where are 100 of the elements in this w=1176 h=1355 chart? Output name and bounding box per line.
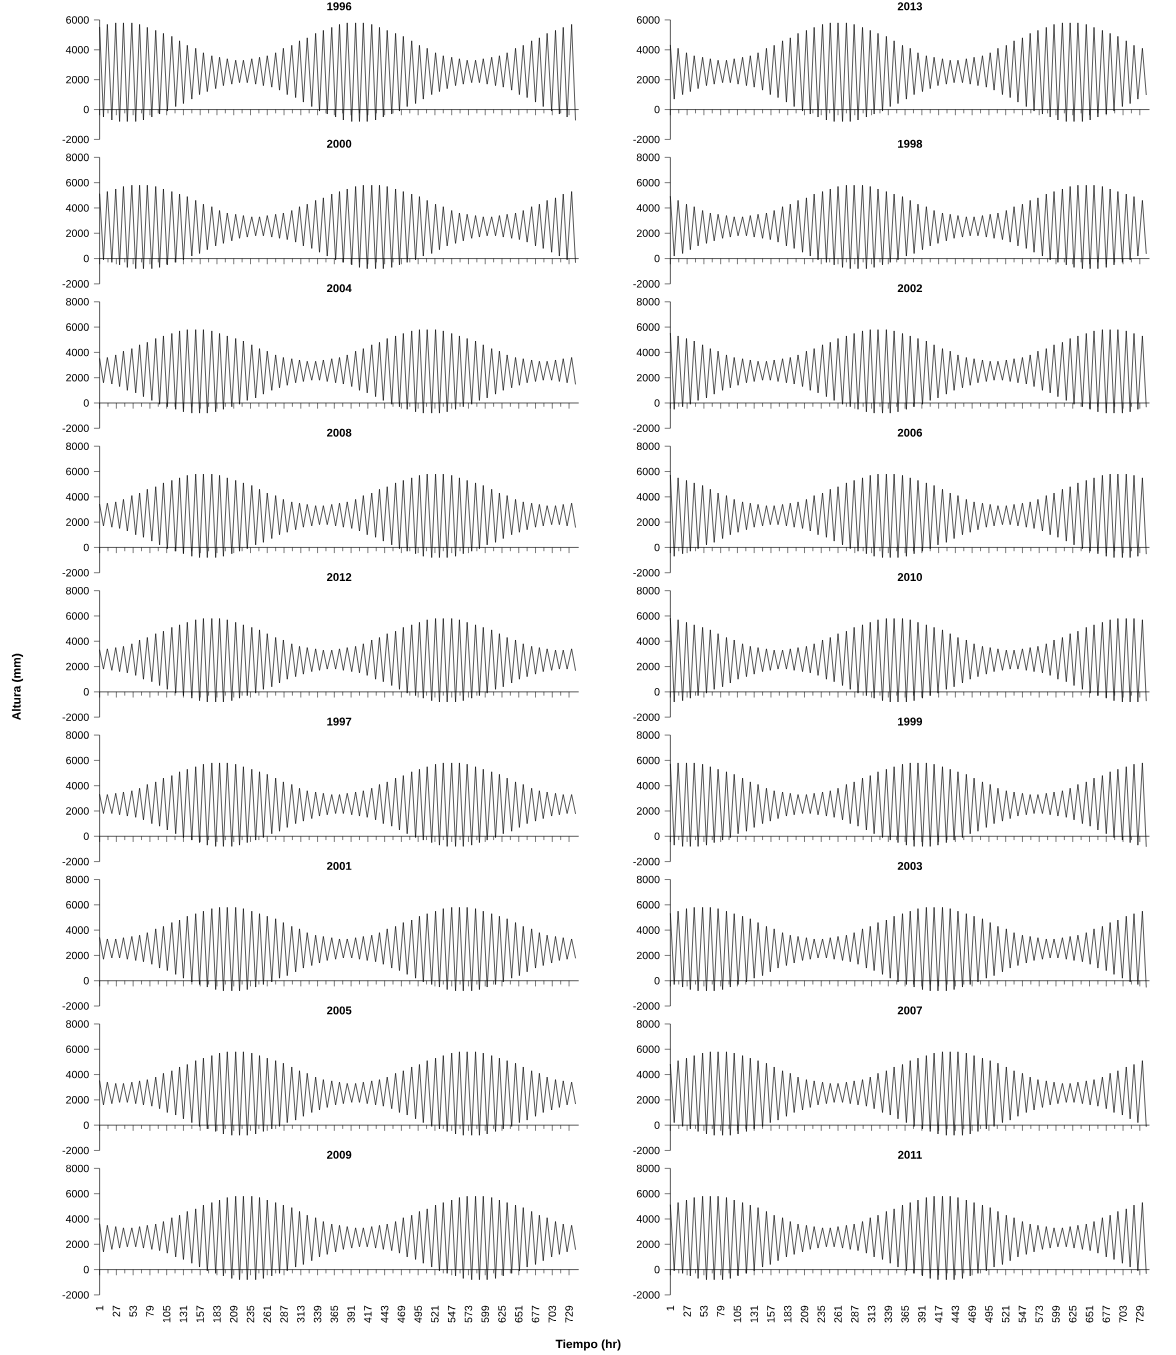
y-tick-label: 2000: [636, 1096, 660, 1104]
x-tick-label: 261: [834, 1305, 842, 1323]
chart-title: 2006: [897, 428, 922, 437]
chart-title: 2011: [897, 1150, 922, 1159]
x-tick-label: 599: [481, 1305, 489, 1323]
x-tick-label: 79: [716, 1305, 725, 1317]
chart-title: 2001: [326, 861, 352, 870]
x-tick-label: 547: [1018, 1305, 1026, 1323]
y-tick-label: 2000: [636, 807, 660, 815]
y-tick-label: 0: [654, 105, 660, 114]
x-tick-label: 521: [1001, 1305, 1010, 1323]
x-tick-label: 365: [330, 1305, 338, 1323]
y-tick-label: 6000: [65, 612, 89, 620]
x-tick-label: 157: [196, 1305, 204, 1323]
x-tick-label: 339: [884, 1305, 892, 1323]
y-tick-label: 4000: [65, 493, 89, 501]
x-tick-label: 235: [246, 1305, 255, 1323]
y-tick-label: 8000: [636, 1164, 660, 1173]
x-tick-label: 53: [699, 1305, 708, 1317]
chart-title: 1997: [327, 717, 352, 726]
y-tick-label: 8000: [636, 442, 660, 450]
x-tick-label: 573: [1035, 1305, 1043, 1323]
y-tick-label: 0: [83, 976, 89, 985]
y-tick-label: -2000: [62, 1002, 89, 1010]
y-tick-label: 2000: [65, 1096, 89, 1104]
x-tick-label: 703: [548, 1305, 556, 1323]
y-tick-label: -2000: [62, 713, 89, 721]
x-tick-label: 27: [112, 1305, 120, 1317]
y-tick-label: 4000: [636, 1070, 660, 1079]
y-tick-label: 0: [83, 254, 89, 263]
x-tick-label: 105: [733, 1305, 742, 1323]
x-tick-label: 469: [968, 1305, 976, 1323]
y-tick-label: 2000: [65, 1240, 89, 1249]
y-tick-label: 8000: [636, 731, 660, 739]
x-tick-label: 79: [145, 1305, 154, 1317]
y-tick-label: 2000: [65, 951, 89, 960]
chart-title: 2010: [897, 573, 922, 582]
y-tick-label: 6000: [636, 1189, 660, 1198]
y-tick-label: 4000: [65, 781, 89, 790]
y-tick-label: 2000: [65, 662, 89, 671]
y-tick-label: 2000: [65, 518, 89, 526]
y-tick-label: 6000: [636, 901, 660, 909]
y-tick-label: 4000: [65, 637, 89, 646]
y-tick-label: 0: [83, 1265, 89, 1274]
x-tick-label: 443: [951, 1305, 959, 1323]
y-tick-label: -2000: [633, 1002, 660, 1010]
x-tick-label: 313: [296, 1305, 305, 1323]
y-tick-label: 6000: [636, 1045, 660, 1054]
x-tick-label: 417: [934, 1305, 943, 1323]
y-tick-label: 6000: [636, 612, 660, 620]
y-tick-label: 4000: [65, 204, 89, 212]
x-tick-label: 131: [750, 1305, 758, 1323]
x-tick-label: 495: [414, 1305, 422, 1323]
y-tick-label: 0: [654, 688, 660, 696]
y-tick-label: -2000: [633, 568, 660, 577]
y-tick-label: 4000: [636, 926, 660, 934]
y-tick-label: -2000: [62, 1146, 89, 1155]
x-tick-label: 183: [213, 1305, 221, 1323]
chart-title: 2005: [326, 1006, 352, 1015]
x-tick-label: 625: [1068, 1305, 1077, 1323]
x-tick-label: 391: [917, 1305, 926, 1323]
x-tick-label: 209: [800, 1305, 809, 1323]
y-tick-label: -2000: [633, 424, 660, 433]
y-tick-label: -2000: [633, 1146, 660, 1155]
y-tick-label: 8000: [65, 298, 89, 306]
x-tick-label: 391: [347, 1305, 355, 1323]
x-tick-label: 53: [129, 1305, 137, 1317]
x-tick-label: 547: [447, 1305, 456, 1323]
chart-title: 1998: [897, 139, 922, 148]
y-tick-label: 6000: [65, 901, 89, 909]
x-tick-label: 1: [95, 1305, 104, 1311]
y-tick-label: -2000: [633, 1291, 660, 1299]
x-tick-label: 729: [1135, 1305, 1144, 1323]
y-tick-label: -2000: [633, 713, 660, 721]
y-tick-label: 6000: [636, 323, 660, 331]
y-tick-label: 2000: [636, 75, 660, 84]
y-tick-label: 0: [654, 1121, 660, 1129]
chart-title: 2007: [897, 1006, 922, 1015]
x-tick-label: 313: [867, 1305, 876, 1323]
y-tick-label: 2000: [636, 662, 660, 671]
y-tick-label: 4000: [65, 348, 89, 357]
y-tick-label: 6000: [65, 1189, 89, 1198]
x-tick-label: 1: [666, 1305, 674, 1311]
x-tick-label: 443: [380, 1305, 389, 1323]
x-tick-label: 625: [498, 1305, 506, 1323]
y-tick-label: -2000: [62, 568, 89, 577]
y-tick-label: 6000: [65, 178, 89, 187]
y-tick-label: 0: [654, 976, 660, 985]
y-tick-label: 8000: [636, 875, 660, 884]
chart-title: 2002: [897, 284, 922, 293]
y-tick-label: 0: [654, 254, 660, 263]
y-tick-label: 0: [83, 832, 89, 841]
x-tick-label: 261: [263, 1305, 271, 1323]
y-axis-title: Altura (mm): [11, 653, 23, 721]
x-tick-label: 651: [1085, 1305, 1094, 1323]
y-tick-label: 6000: [636, 467, 660, 476]
chart-title: 1999: [897, 717, 922, 726]
y-tick-label: 0: [654, 399, 660, 407]
x-tick-label: 573: [464, 1305, 473, 1323]
y-tick-label: 4000: [636, 204, 660, 212]
